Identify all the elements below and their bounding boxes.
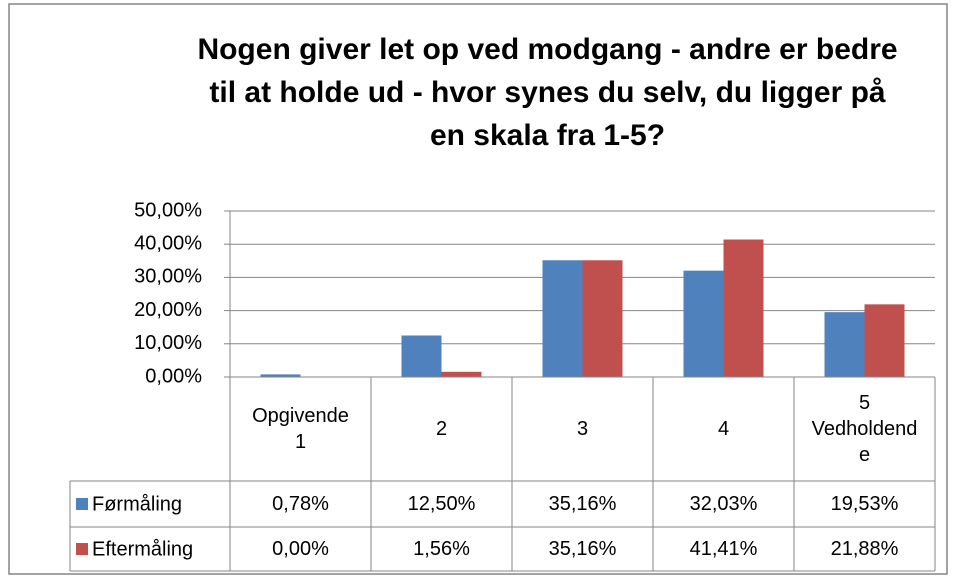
x-tick-label-box: 2 [435,418,448,440]
bar [824,312,865,377]
bar [582,260,623,377]
x-tick-label: 5 Vedholdende [811,392,918,466]
data-label: 12,50% [407,493,476,515]
y-tick-label: 30,00% [134,266,202,288]
data-label-box: 1,56% [413,538,470,560]
x-tick-label: 3 [576,418,589,440]
bar [260,374,301,377]
y-tick-label: 20,00% [134,299,202,321]
x-tick-label-box: 3 [576,418,589,440]
data-label-box: 41,41% [689,538,758,560]
title-box: Nogen giver let op ved modgang - andre e… [197,32,898,152]
data-label-box: 12,50% [407,493,476,515]
legend-label: Eftermåling [92,538,193,560]
y-tick-label: 10,00% [134,332,202,354]
data-label: 0,78% [272,493,329,515]
y-tick-label: 50,00% [134,199,202,221]
x-tick-label-box: 5 Vedholdende [811,392,918,466]
data-label: 32,03% [689,493,758,515]
y-tick-label: 40,00% [134,232,202,254]
bar [723,239,764,377]
bar [683,270,724,377]
data-label-box: 32,03% [689,493,758,515]
x-tick-label: Opgivende 1 [252,405,349,453]
data-label: 19,53% [830,493,899,515]
bar [441,371,482,377]
data-label: 41,41% [689,538,758,560]
chart-border [8,3,948,575]
legend-label: Førmåling [92,493,182,515]
data-label: 0,00% [272,538,329,560]
data-label-box: 35,16% [548,538,617,560]
data-label-box: 35,16% [548,493,617,515]
data-label-box: 21,88% [830,538,899,560]
bar [864,304,905,377]
chart-title: Nogen giver let op ved modgang - andre e… [197,32,898,152]
data-label-box: 0,00% [272,538,329,560]
x-tick-label-box: 4 [717,418,730,440]
legend-swatch [76,543,88,555]
data-label-box: 0,78% [272,493,329,515]
bar [401,335,442,377]
y-tick-label: 0,00% [145,365,202,387]
bar [542,260,583,377]
data-label-box: 19,53% [830,493,899,515]
data-label: 1,56% [413,538,470,560]
x-tick-label-box: Opgivende 1 [252,405,349,453]
data-label: 21,88% [830,538,899,560]
legend-swatch [76,498,88,510]
data-label: 35,16% [548,493,617,515]
x-tick-label: 2 [435,418,448,440]
x-tick-label: 4 [717,418,730,440]
data-label: 35,16% [548,538,617,560]
